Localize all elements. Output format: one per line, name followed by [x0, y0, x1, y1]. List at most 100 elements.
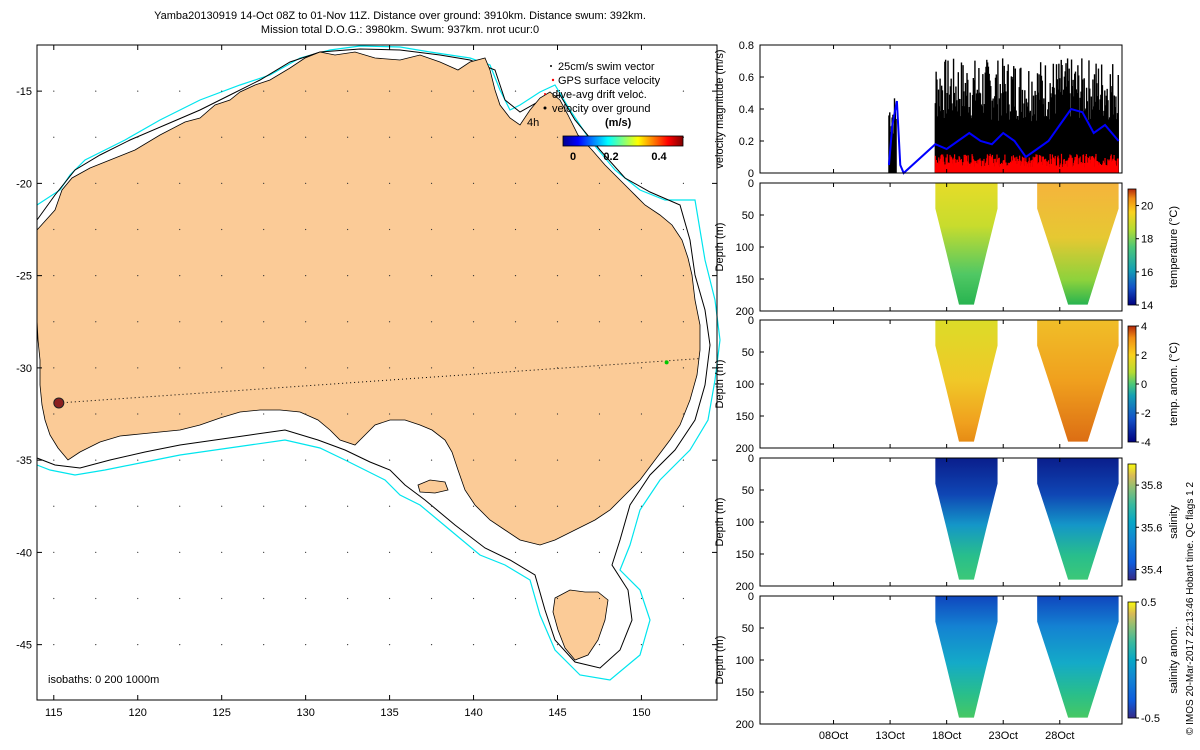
graticule-dot: [388, 367, 391, 369]
graticule-dot: [472, 459, 475, 461]
graticule-dot: [179, 413, 181, 415]
graticule-dot: [179, 136, 181, 138]
graticule-dot: [53, 551, 55, 553]
graticule-dot: [221, 321, 223, 323]
footer-credit: © IMOS 20-Mar-2017 22:13:46 Hobart time.…: [1185, 482, 1196, 735]
graticule-dot: [347, 413, 349, 415]
graticule-dot: [53, 413, 55, 415]
graticule-dot: [179, 182, 181, 184]
graticule-dot: [347, 90, 349, 92]
graticule-dot: [682, 597, 685, 600]
graticule-dot: [598, 228, 601, 231]
graticule-dot: [305, 136, 307, 138]
graticule-dot: [95, 275, 97, 277]
graticule-dot: [514, 321, 517, 323]
profile-data-blob: [935, 320, 998, 442]
graticule-dot: [514, 228, 517, 231]
graticule-dot: [305, 551, 307, 553]
graticule-dot: [472, 367, 475, 369]
graticule-dot: [221, 136, 223, 138]
graticule-dot: [53, 275, 55, 277]
profile-data-blob: [1037, 458, 1119, 580]
graticule-dot: [388, 459, 391, 461]
map-x-tick-label: 115: [45, 707, 63, 719]
colorbar-tick-label: 2: [1141, 350, 1147, 362]
title-line-1: Yamba20130919 14-Oct 08Z to 01-Nov 11Z. …: [154, 10, 646, 22]
graticule-dot: [640, 505, 643, 507]
graticule-dot: [430, 136, 433, 138]
graticule-dot: [472, 644, 475, 646]
graticule-dot: [556, 275, 559, 277]
graticule-dots: [53, 90, 685, 646]
velocity-panel: 0 0.2 0.4 0.6 0.8 velocity magnitude (m/s): [714, 40, 1123, 180]
graticule-dot: [598, 505, 601, 507]
graticule-dot: [682, 367, 685, 369]
graticule-dot: [263, 367, 265, 369]
graticule-dot: [95, 644, 97, 646]
map-y-tick-label: -45: [16, 640, 32, 652]
graticule-dot: [221, 413, 223, 415]
colorbar-tick-label: -0.5: [1141, 713, 1160, 725]
graticule-dot: [95, 459, 97, 461]
graticule-dot: [430, 597, 433, 600]
graticule-dot: [95, 413, 97, 415]
colorbar: [1127, 188, 1137, 306]
graticule-dot: [388, 644, 391, 646]
graticule-dot: [137, 321, 139, 323]
graticule-dot: [347, 505, 349, 507]
track-current-marker: [664, 360, 669, 365]
isobath-200m: [36, 48, 711, 669]
graticule-dot: [598, 182, 601, 184]
depth-y-tick-label: 100: [736, 655, 754, 667]
colorbar-label: salinity anom.: [1168, 626, 1180, 693]
legend-time-label: 4h: [527, 117, 539, 129]
depth-panel-salinity-anomaly: 08Oct 13Oct 18Oct 23Oct 28Oct 0 50 100 150 200 Dep…: [714, 591, 1180, 742]
graticule-dot: [682, 459, 685, 461]
depth-y-label: Depth (m): [714, 223, 726, 272]
graticule-dot: [388, 505, 391, 507]
depth-y-tick-label: 200: [736, 719, 754, 731]
colorbar-tick-label: 0: [1141, 655, 1147, 667]
colorbar-label: temp. anom. (°C): [1168, 342, 1180, 426]
graticule-dot: [179, 551, 181, 553]
time-tick-label: 28Oct: [1045, 730, 1074, 742]
legend-colorbar-tick-label: 0.2: [603, 151, 618, 163]
graticule-dot: [388, 275, 391, 277]
time-tick-label: 13Oct: [875, 730, 904, 742]
graticule-dot: [53, 459, 55, 461]
graticule-dot: [53, 182, 55, 184]
graticule-dot: [305, 228, 307, 231]
depth-y-tick-label: 50: [742, 347, 754, 359]
graticule-dot: [556, 90, 559, 92]
graticule-dot: [347, 275, 349, 277]
graticule-dot: [598, 413, 601, 415]
graticule-dot: [430, 275, 433, 277]
graticule-dot: [95, 505, 97, 507]
glider-track: [58, 358, 699, 404]
legend-colorbar: [562, 135, 684, 147]
colorbar-label: salinity: [1168, 505, 1180, 539]
profile-data-blob: [1037, 320, 1119, 442]
graticule-dot: [263, 597, 265, 600]
colorbar-tick-label: 14: [1141, 300, 1153, 312]
graticule-dot: [347, 459, 349, 461]
graticule-dot: [430, 90, 433, 92]
graticule-dot: [472, 182, 475, 184]
graticule-dot: [263, 275, 265, 277]
graticule-dot: [682, 182, 685, 184]
graticule-dot: [305, 275, 307, 277]
graticule-dot: [388, 136, 391, 138]
velocity-y-tick-label: 0.8: [739, 40, 754, 52]
graticule-dot: [640, 275, 643, 277]
graticule-dot: [221, 275, 223, 277]
profile-data-blob: [1037, 183, 1119, 305]
graticule-dot: [347, 367, 349, 369]
graticule-dot: [221, 551, 223, 553]
track-start-marker: [53, 397, 65, 409]
graticule-dot: [682, 275, 685, 277]
graticule-dot: [640, 90, 643, 92]
depth-y-tick-label: 0: [748, 178, 754, 190]
australia-landmass: [36, 51, 701, 546]
map-y-axis: -15 -20 -25 -30 -35 -40 -45: [16, 86, 717, 652]
graticule-dot: [598, 459, 601, 461]
